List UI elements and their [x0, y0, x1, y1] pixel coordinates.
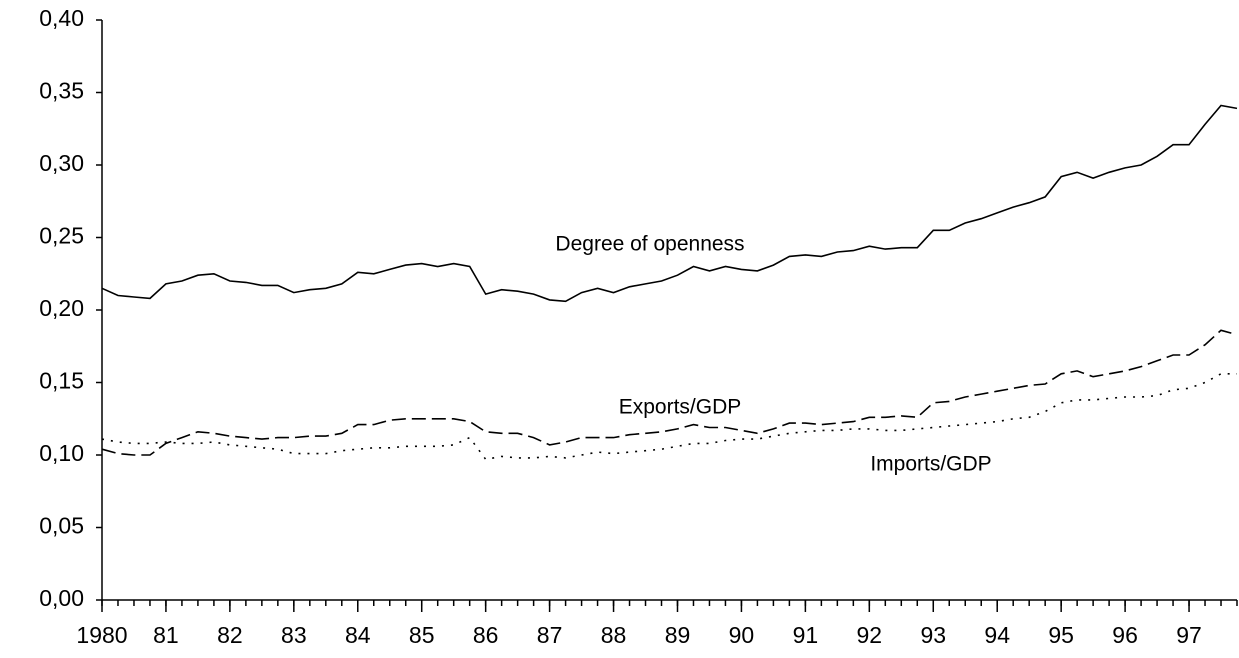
x-tick-label: 97 — [1176, 622, 1202, 648]
series-label: Degree of openness — [555, 233, 744, 256]
x-tick-label: 91 — [793, 622, 819, 648]
x-tick-label: 93 — [920, 622, 946, 648]
x-tick-label: 86 — [473, 622, 499, 648]
y-tick-label: 0,15 — [39, 368, 84, 394]
y-tick-label: 0,20 — [39, 295, 84, 321]
x-tick-label: 85 — [409, 622, 435, 648]
x-tick-label: 81 — [153, 622, 179, 648]
x-tick-label: 1980 — [76, 622, 127, 648]
x-tick-label: 94 — [984, 622, 1010, 648]
x-tick-label: 84 — [345, 622, 371, 648]
series-line — [101, 373, 1237, 461]
y-tick-label: 0,40 — [39, 5, 84, 31]
y-tick-label: 0,35 — [39, 78, 84, 104]
x-tick-label: 82 — [217, 622, 243, 648]
x-tick-label: 96 — [1112, 622, 1138, 648]
y-tick-label: 0,30 — [39, 150, 84, 176]
x-tick-label: 92 — [857, 622, 883, 648]
y-tick-label: 0,25 — [39, 223, 84, 249]
y-tick-label: 0,10 — [39, 440, 84, 466]
x-tick-label: 90 — [729, 622, 755, 648]
y-tick-label: 0,00 — [39, 585, 84, 611]
series-label: Imports/GDP — [870, 453, 991, 476]
x-tick-label: 89 — [665, 622, 691, 648]
series-line — [101, 104, 1238, 303]
x-tick-label: 83 — [281, 622, 307, 648]
series-label: Exports/GDP — [619, 396, 742, 419]
x-tick-label: 88 — [601, 622, 627, 648]
y-tick-label: 0,05 — [39, 513, 84, 539]
series-line — [101, 329, 1238, 456]
x-tick-label: 95 — [1048, 622, 1074, 648]
x-tick-label: 87 — [537, 622, 563, 648]
